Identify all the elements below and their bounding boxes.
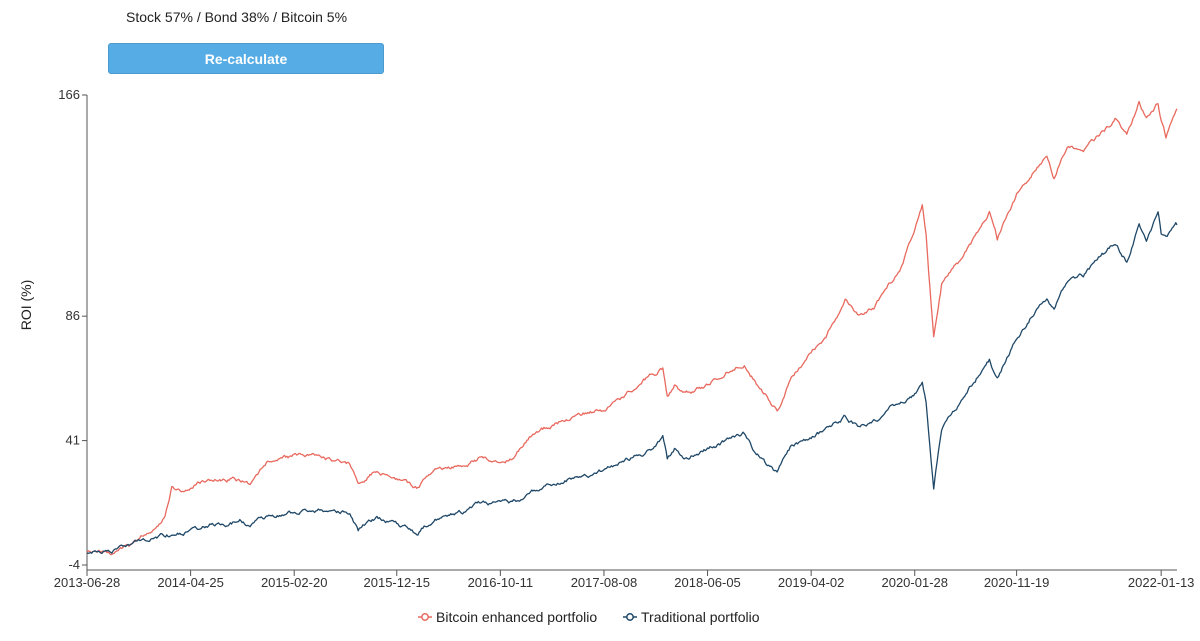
x-tick-label: 2016-10-11 — [468, 575, 534, 590]
legend-swatch-marker — [421, 613, 429, 621]
x-axis: 2013-06-28 2014-04-25 2015-02-20 2015-12-15… — [54, 569, 1195, 590]
x-tick-label: 2020-11-19 — [984, 575, 1050, 590]
x-tick-label: 2022-01-13 — [1128, 575, 1195, 590]
recalculate-button[interactable]: Re-calculate — [108, 43, 384, 74]
x-tick-label: 2019-04-02 — [778, 575, 845, 590]
y-tick-label: 166 — [58, 87, 80, 102]
x-tick-label: 2013-06-28 — [54, 575, 121, 590]
legend: Bitcoin enhanced portfolio Traditional po… — [418, 609, 760, 625]
y-axis: -4 41 86 166 — [58, 87, 88, 572]
legend-label: Bitcoin enhanced portfolio — [436, 609, 597, 625]
x-tick-label: 2020-01-28 — [881, 575, 948, 590]
x-tick-label: 2015-12-15 — [364, 575, 431, 590]
series-line-0 — [86, 100, 1178, 556]
x-tick-label: 2017-08-08 — [571, 575, 638, 590]
legend-label: Traditional portfolio — [641, 609, 760, 625]
x-tick-label: 2015-02-20 — [261, 575, 328, 590]
y-axis-title: ROI (%) — [18, 280, 34, 331]
series-line-1 — [86, 211, 1178, 555]
series-layer — [86, 100, 1178, 556]
y-tick-label: 41 — [66, 433, 80, 448]
x-tick-label: 2014-04-25 — [157, 575, 224, 590]
allocation-label: Stock 57% / Bond 38% / Bitcoin 5% — [126, 9, 348, 25]
y-tick-label: -4 — [68, 557, 80, 572]
x-tick-label: 2018-06-05 — [674, 575, 741, 590]
legend-swatch-marker — [626, 613, 634, 621]
y-tick-label: 86 — [66, 308, 80, 323]
